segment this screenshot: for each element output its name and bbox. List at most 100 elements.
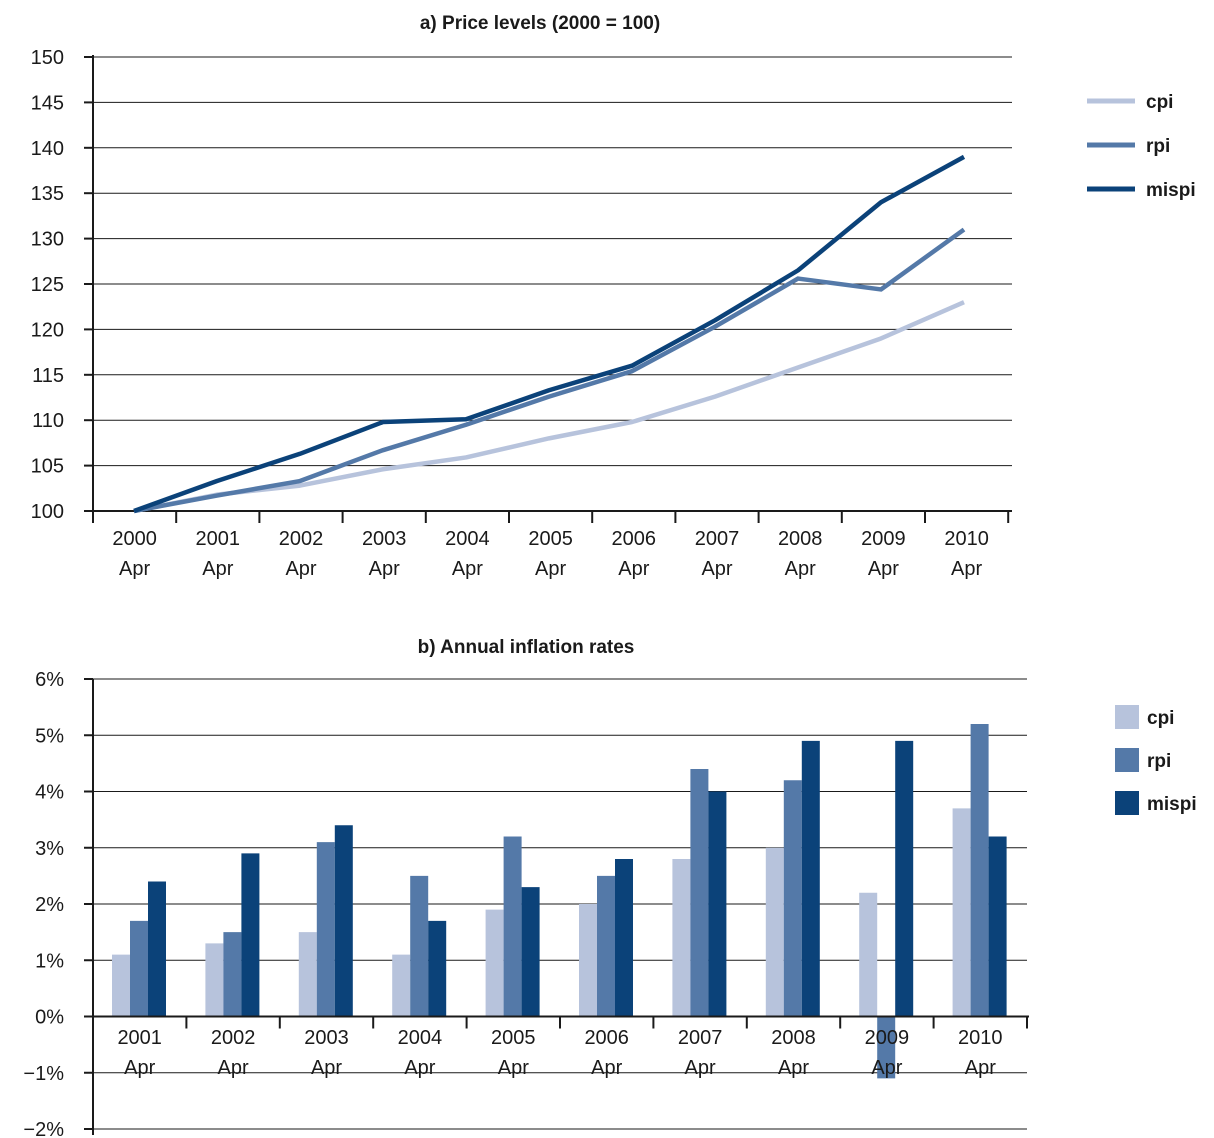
x-tick-label: Apr xyxy=(498,1057,529,1079)
bar-mispi xyxy=(988,836,1007,1017)
bar-rpi xyxy=(597,875,615,1017)
y-tick-label: −2% xyxy=(23,1119,64,1138)
series-line-mispi xyxy=(133,154,966,514)
x-tick-label: 2002 xyxy=(279,528,324,550)
y-tick-label: 4% xyxy=(35,782,64,804)
y-tick-label: 125 xyxy=(31,274,64,296)
x-tick-label: 2004 xyxy=(445,528,490,550)
bar-mispi xyxy=(801,740,820,1017)
bar-rpi xyxy=(130,920,148,1017)
legend-swatch-mispi xyxy=(1115,791,1139,815)
y-tick-label: 145 xyxy=(31,92,64,114)
bar-rpi xyxy=(877,1016,896,1079)
y-tick-label: 115 xyxy=(32,365,64,387)
x-tick-label: Apr xyxy=(285,558,316,580)
bar-cpi xyxy=(952,808,971,1017)
legend-label-rpi: rpi xyxy=(1147,751,1171,772)
x-tick-label: 2005 xyxy=(528,528,573,550)
x-tick-label: Apr xyxy=(778,1057,809,1079)
legend-label-cpi: cpi xyxy=(1146,92,1173,113)
bar-rpi xyxy=(316,842,335,1017)
chart-a-title: a) Price levels (2000 = 100) xyxy=(420,13,660,34)
y-tick-label: 100 xyxy=(31,501,64,523)
x-tick-label: 2005 xyxy=(491,1027,536,1049)
y-tick-label: 120 xyxy=(31,319,64,341)
bar-rpi xyxy=(503,836,522,1017)
bar-mispi xyxy=(708,791,727,1017)
x-tick-label: 2004 xyxy=(398,1027,443,1049)
price-levels-chart: 100 105 110 115 120 125 130 135 140 145 150 2000 Apr… xyxy=(31,47,1196,580)
x-tick-label: Apr xyxy=(311,1057,342,1079)
y-tick-label: 130 xyxy=(31,229,64,251)
bar-mispi xyxy=(334,825,353,1017)
x-tick-label: Apr xyxy=(965,1057,996,1079)
y-tick-label: 150 xyxy=(31,47,64,69)
x-tick-label: 2008 xyxy=(771,1027,816,1049)
x-tick-label: Apr xyxy=(202,558,233,580)
bar-rpi xyxy=(783,780,802,1017)
bar-cpi xyxy=(672,859,691,1017)
y-tick-label: 0% xyxy=(35,1007,64,1029)
x-tick-label: 2007 xyxy=(678,1027,723,1049)
x-tick-label: Apr xyxy=(685,1057,716,1079)
bar-cpi xyxy=(579,904,597,1017)
bar-rpi xyxy=(410,875,429,1017)
bar-cpi xyxy=(112,954,130,1017)
x-tick-label: Apr xyxy=(591,1057,622,1079)
x-tick-label: Apr xyxy=(404,1057,435,1079)
chart-b-title: b) Annual inflation rates xyxy=(418,637,635,658)
x-tick-label: 2006 xyxy=(584,1027,629,1049)
legend-label-mispi: mispi xyxy=(1146,180,1196,201)
x-tick-label: 2003 xyxy=(304,1027,349,1049)
bar-cpi xyxy=(298,932,317,1017)
legend-label-cpi: cpi xyxy=(1147,708,1174,729)
bar-cpi xyxy=(765,847,784,1017)
y-tick-label: 1% xyxy=(35,950,64,972)
x-tick-label: 2002 xyxy=(211,1027,256,1049)
y-tick-label: 105 xyxy=(31,456,64,478)
bar-rpi xyxy=(970,724,989,1017)
y-tick-label: 135 xyxy=(31,183,64,205)
y-tick-label: 6% xyxy=(35,669,64,691)
x-tick-label: 2010 xyxy=(958,1027,1003,1049)
bar-mispi xyxy=(428,920,447,1017)
bar-mispi xyxy=(615,859,633,1017)
x-tick-label: Apr xyxy=(218,1057,249,1079)
legend-label-mispi: mispi xyxy=(1147,794,1197,815)
x-tick-label: Apr xyxy=(535,558,566,580)
x-tick-label: Apr xyxy=(871,1057,902,1079)
y-tick-label: 110 xyxy=(32,410,64,432)
x-tick-label: Apr xyxy=(369,558,400,580)
x-tick-label: Apr xyxy=(119,558,150,580)
x-tick-label: 2006 xyxy=(612,528,657,550)
x-tick-label: 2007 xyxy=(695,528,740,550)
x-tick-label: 2003 xyxy=(362,528,407,550)
y-tick-label: 2% xyxy=(35,894,64,916)
x-tick-label: Apr xyxy=(452,558,483,580)
x-tick-label: 2001 xyxy=(117,1027,162,1049)
bar-mispi xyxy=(895,740,914,1017)
x-tick-label: Apr xyxy=(701,558,732,580)
inflation-rates-chart: 6% 5% 4% 3% 2% 1% 0% −1% −2% 2001 Apr 2002 Apr 2003 Ap… xyxy=(23,669,1196,1138)
bar-mispi xyxy=(241,853,260,1017)
x-tick-label: Apr xyxy=(868,558,899,580)
x-tick-label: Apr xyxy=(785,558,816,580)
legend-swatch-rpi xyxy=(1115,748,1139,772)
y-tick-label: 3% xyxy=(35,838,64,860)
series-line-cpi xyxy=(133,300,965,514)
series-line-rpi xyxy=(133,227,966,514)
x-tick-label: Apr xyxy=(951,558,982,580)
x-tick-label: 2001 xyxy=(196,528,241,550)
legend-swatch-cpi xyxy=(1115,705,1139,729)
bar-cpi xyxy=(392,954,411,1017)
bar-mispi xyxy=(148,881,166,1017)
bar-cpi xyxy=(485,909,504,1017)
x-tick-label: 2009 xyxy=(865,1027,910,1049)
bar-cpi xyxy=(205,943,224,1017)
bar-rpi xyxy=(223,932,242,1017)
y-tick-label: 5% xyxy=(35,725,64,747)
bar-cpi xyxy=(859,892,878,1017)
y-tick-label: 140 xyxy=(31,138,64,160)
bar-mispi xyxy=(521,887,540,1017)
